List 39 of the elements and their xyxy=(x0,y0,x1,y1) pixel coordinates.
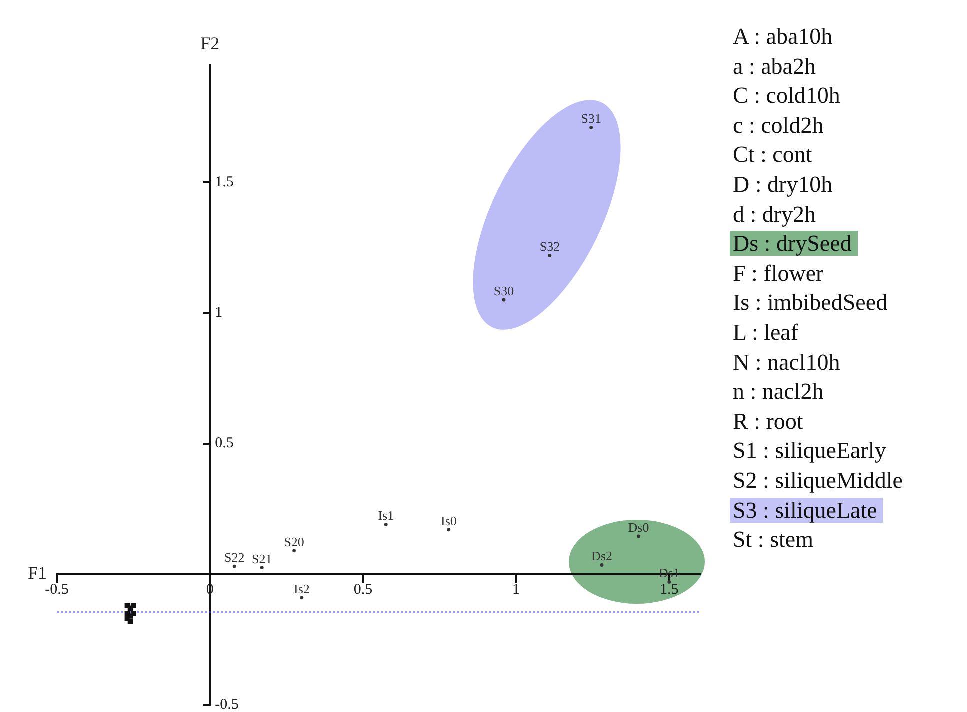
data-label: S22 xyxy=(224,550,245,565)
x-tick-label: 1 xyxy=(512,582,520,598)
data-label: S30 xyxy=(494,284,514,299)
data-label: Ds2 xyxy=(592,548,612,564)
data-label: Is1 xyxy=(378,508,394,524)
text: S1 : siliqueEarly xyxy=(732,438,888,464)
text: St : stem xyxy=(732,527,815,552)
y-tick-label: 1.5 xyxy=(215,174,234,190)
text: R : root xyxy=(732,408,804,434)
x-tick-label: -0.5 xyxy=(45,582,69,598)
data-label: S21 xyxy=(252,551,272,566)
data-label: S20 xyxy=(284,534,304,550)
text: d : dry2h xyxy=(732,202,818,227)
text: F : flower xyxy=(732,260,825,286)
text: n : nacl2h xyxy=(732,379,825,404)
text: S2 : siliqueMiddle xyxy=(732,468,904,493)
data-label: Is0 xyxy=(440,513,457,528)
y-axis-title: F2 xyxy=(200,34,220,54)
text: C : cold10h xyxy=(732,83,842,108)
x-tick-label: 0.5 xyxy=(354,582,373,598)
data-label: Is2 xyxy=(294,581,310,596)
text: S3 : siliqueLate xyxy=(730,498,884,522)
y-tick-label: -0.5 xyxy=(215,696,239,712)
data-label: S32 xyxy=(540,239,560,254)
x-tick-label: 1.5 xyxy=(660,582,679,598)
text: D : dry10h xyxy=(732,172,834,197)
text: L : leaf xyxy=(732,320,800,345)
y-tick-label: 0.5 xyxy=(215,436,234,452)
y-tick-label: 1 xyxy=(215,305,223,322)
data-label: Ds0 xyxy=(628,520,650,535)
x-axis-title: F1 xyxy=(28,563,47,584)
text: c : cold2h xyxy=(732,112,825,138)
text: Ct : cont xyxy=(732,142,814,168)
data-label: S31 xyxy=(581,111,602,126)
text: A : aba10h xyxy=(732,24,834,49)
text: Ds : drySeed xyxy=(730,231,858,256)
text: N : nacl10h xyxy=(732,350,842,375)
text: a : aba2h xyxy=(732,54,818,79)
text: Is : imbibedSeed xyxy=(732,290,889,316)
